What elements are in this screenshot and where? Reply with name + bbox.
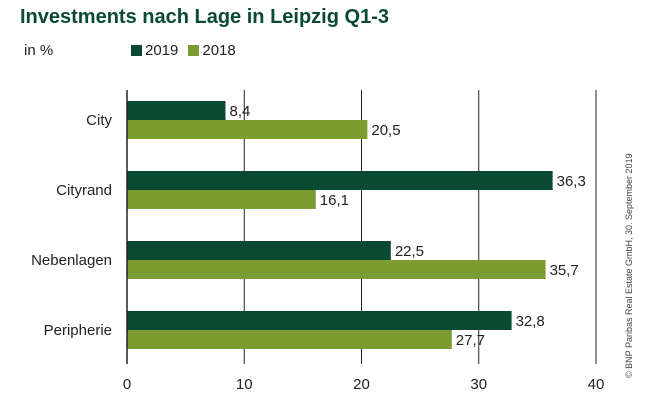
x-tick-label-0: 0 <box>123 376 131 393</box>
legend: 2019 2018 <box>131 42 236 59</box>
data-label-2019-nebenlagen: 22,5 <box>395 243 424 260</box>
x-tick-label-40: 40 <box>588 376 605 393</box>
data-label-2018-cityrand: 16,1 <box>320 192 349 209</box>
data-label-2019-cityrand: 36,3 <box>557 173 586 190</box>
bar-2019-nebenlagen <box>127 241 391 260</box>
x-tick-label-30: 30 <box>470 376 487 393</box>
legend-label-2019: 2019 <box>145 42 179 59</box>
unit-label: in % <box>24 42 54 59</box>
data-label-2018-city: 20,5 <box>371 122 400 139</box>
category-label-peripherie: Peripherie <box>44 322 112 339</box>
bar-2018-cityrand <box>127 190 316 209</box>
bar-2019-city <box>127 101 226 120</box>
category-label-cityrand: Cityrand <box>56 182 112 199</box>
bar-2018-city <box>127 120 368 139</box>
bar-2019-cityrand <box>127 171 553 190</box>
bar-2019-peripherie <box>127 311 512 330</box>
legend-label-2018: 2018 <box>202 42 236 59</box>
x-tick-label-10: 10 <box>236 376 253 393</box>
legend-swatch-2018 <box>188 45 200 56</box>
chart-title: Investments nach Lage in Leipzig Q1-3 <box>20 6 389 28</box>
data-label-2018-peripherie: 27,7 <box>456 332 485 349</box>
category-label-nebenlagen: Nebenlagen <box>31 252 112 269</box>
data-label-2019-peripherie: 32,8 <box>516 313 545 330</box>
bar-2018-peripherie <box>127 330 452 349</box>
category-label-city: City <box>86 112 112 129</box>
copyright-credit: © BNP Paribas Real Estate GmbH, 30. Sept… <box>624 153 634 378</box>
legend-item-2018: 2018 <box>188 42 236 59</box>
data-label-2019-city: 8,4 <box>229 103 250 120</box>
legend-item-2019: 2019 <box>131 42 178 59</box>
data-label-2018-nebenlagen: 35,7 <box>550 262 579 279</box>
legend-swatch-2019 <box>131 45 142 56</box>
x-tick-label-20: 20 <box>353 376 370 393</box>
bar-2018-nebenlagen <box>127 260 546 279</box>
